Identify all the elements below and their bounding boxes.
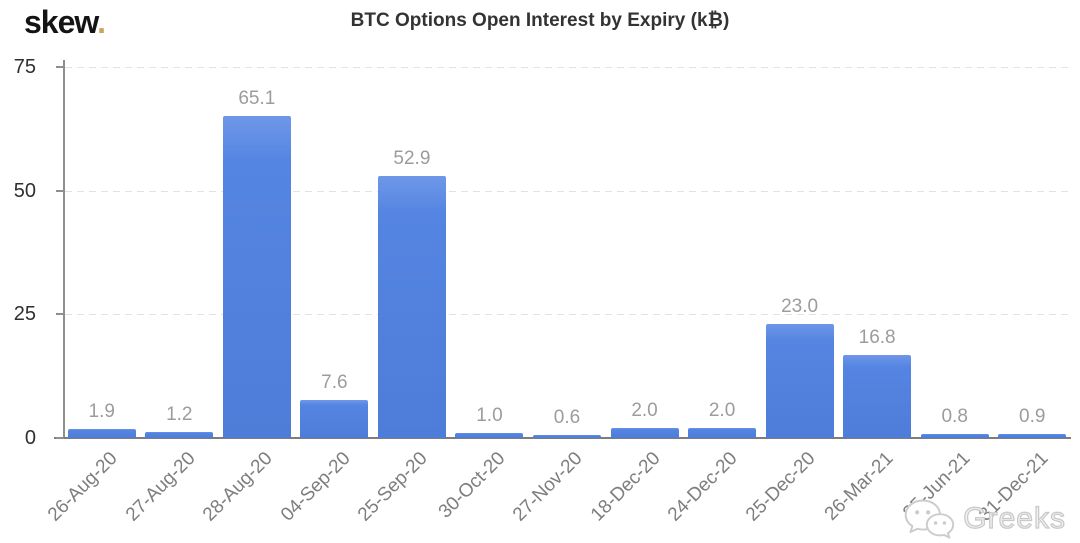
x-axis-tick-label: 26-Mar-21: [820, 448, 898, 525]
bar-value-label: 1.9: [88, 400, 115, 422]
bar[interactable]: [67, 428, 136, 438]
bar-value-label: 52.9: [393, 148, 431, 170]
gridline: [65, 190, 1071, 192]
bar-value-label: 1.2: [166, 404, 193, 426]
x-axis-tick-label: 04-Sep-20: [276, 448, 355, 526]
bar[interactable]: [688, 428, 757, 438]
gridline: [65, 314, 1071, 316]
skew-logo: skew.: [24, 4, 106, 41]
x-axis-tick-label: 30-Oct-20: [434, 448, 510, 523]
skew-logo-dot: .: [97, 4, 106, 40]
y-axis-tick: [56, 66, 64, 68]
bar[interactable]: [610, 428, 679, 438]
bar-value-label: 2.0: [631, 400, 658, 422]
x-axis-tick-label: 24-Dec-20: [664, 448, 742, 526]
y-axis-tick: [56, 313, 64, 316]
bar[interactable]: [998, 433, 1067, 438]
bar[interactable]: [300, 400, 369, 438]
x-axis-line: [54, 437, 1071, 439]
y-axis-tick: [56, 437, 64, 439]
x-axis-tick-label: 26-Aug-20: [44, 448, 122, 526]
bar-value-label: 0.6: [553, 407, 581, 429]
bar[interactable]: [377, 176, 446, 438]
bar-value-label: 0.8: [941, 406, 968, 428]
chart-title: BTC Options Open Interest by Expiry (k₿): [350, 10, 730, 31]
bar[interactable]: [222, 115, 291, 438]
bar-value-label: 7.6: [321, 372, 348, 394]
y-axis-line: [63, 60, 65, 438]
bar-value-label: 1.0: [476, 405, 503, 427]
y-axis-tick-label: 0: [24, 427, 36, 449]
bar[interactable]: [145, 432, 214, 438]
x-axis-tick-label: 27-Nov-20: [509, 448, 587, 526]
bar-value-label: 23.0: [781, 296, 819, 318]
y-axis-tick-label: 50: [13, 179, 36, 202]
bar-value-label: 65.1: [238, 87, 276, 109]
y-axis-tick-label: 75: [13, 56, 36, 78]
x-axis-tick-label: 27-Aug-20: [121, 448, 200, 526]
x-axis-tick-label: 25-Sep-20: [354, 448, 432, 526]
x-axis-tick-label: 25-Jun-21: [899, 448, 975, 524]
bar[interactable]: [843, 354, 912, 438]
bar-value-label: 16.8: [858, 326, 896, 348]
bar[interactable]: [920, 434, 989, 438]
gridline: [65, 67, 1071, 68]
y-axis-tick: [56, 189, 64, 192]
x-axis-tick-label: 25-Dec-20: [741, 448, 820, 526]
y-axis-tick-label: 25: [13, 303, 36, 326]
bar[interactable]: [455, 433, 524, 438]
bar[interactable]: [533, 435, 601, 438]
plot-area: 0 25 50 75 1.9 26-Aug-20 1.2 27-Aug-20 65.1 28-Au…: [14, 57, 1071, 526]
bar-value-label: 2.0: [708, 400, 736, 422]
bar[interactable]: [765, 324, 834, 438]
bar-value-label: 0.9: [1019, 405, 1046, 427]
skew-logo-text: skew: [24, 4, 98, 40]
x-axis-tick-label: 18-Dec-20: [586, 448, 665, 526]
x-axis-tick-label: 28-Aug-20: [199, 448, 277, 526]
x-axis-tick-label: 31-Dec-21: [974, 448, 1053, 526]
